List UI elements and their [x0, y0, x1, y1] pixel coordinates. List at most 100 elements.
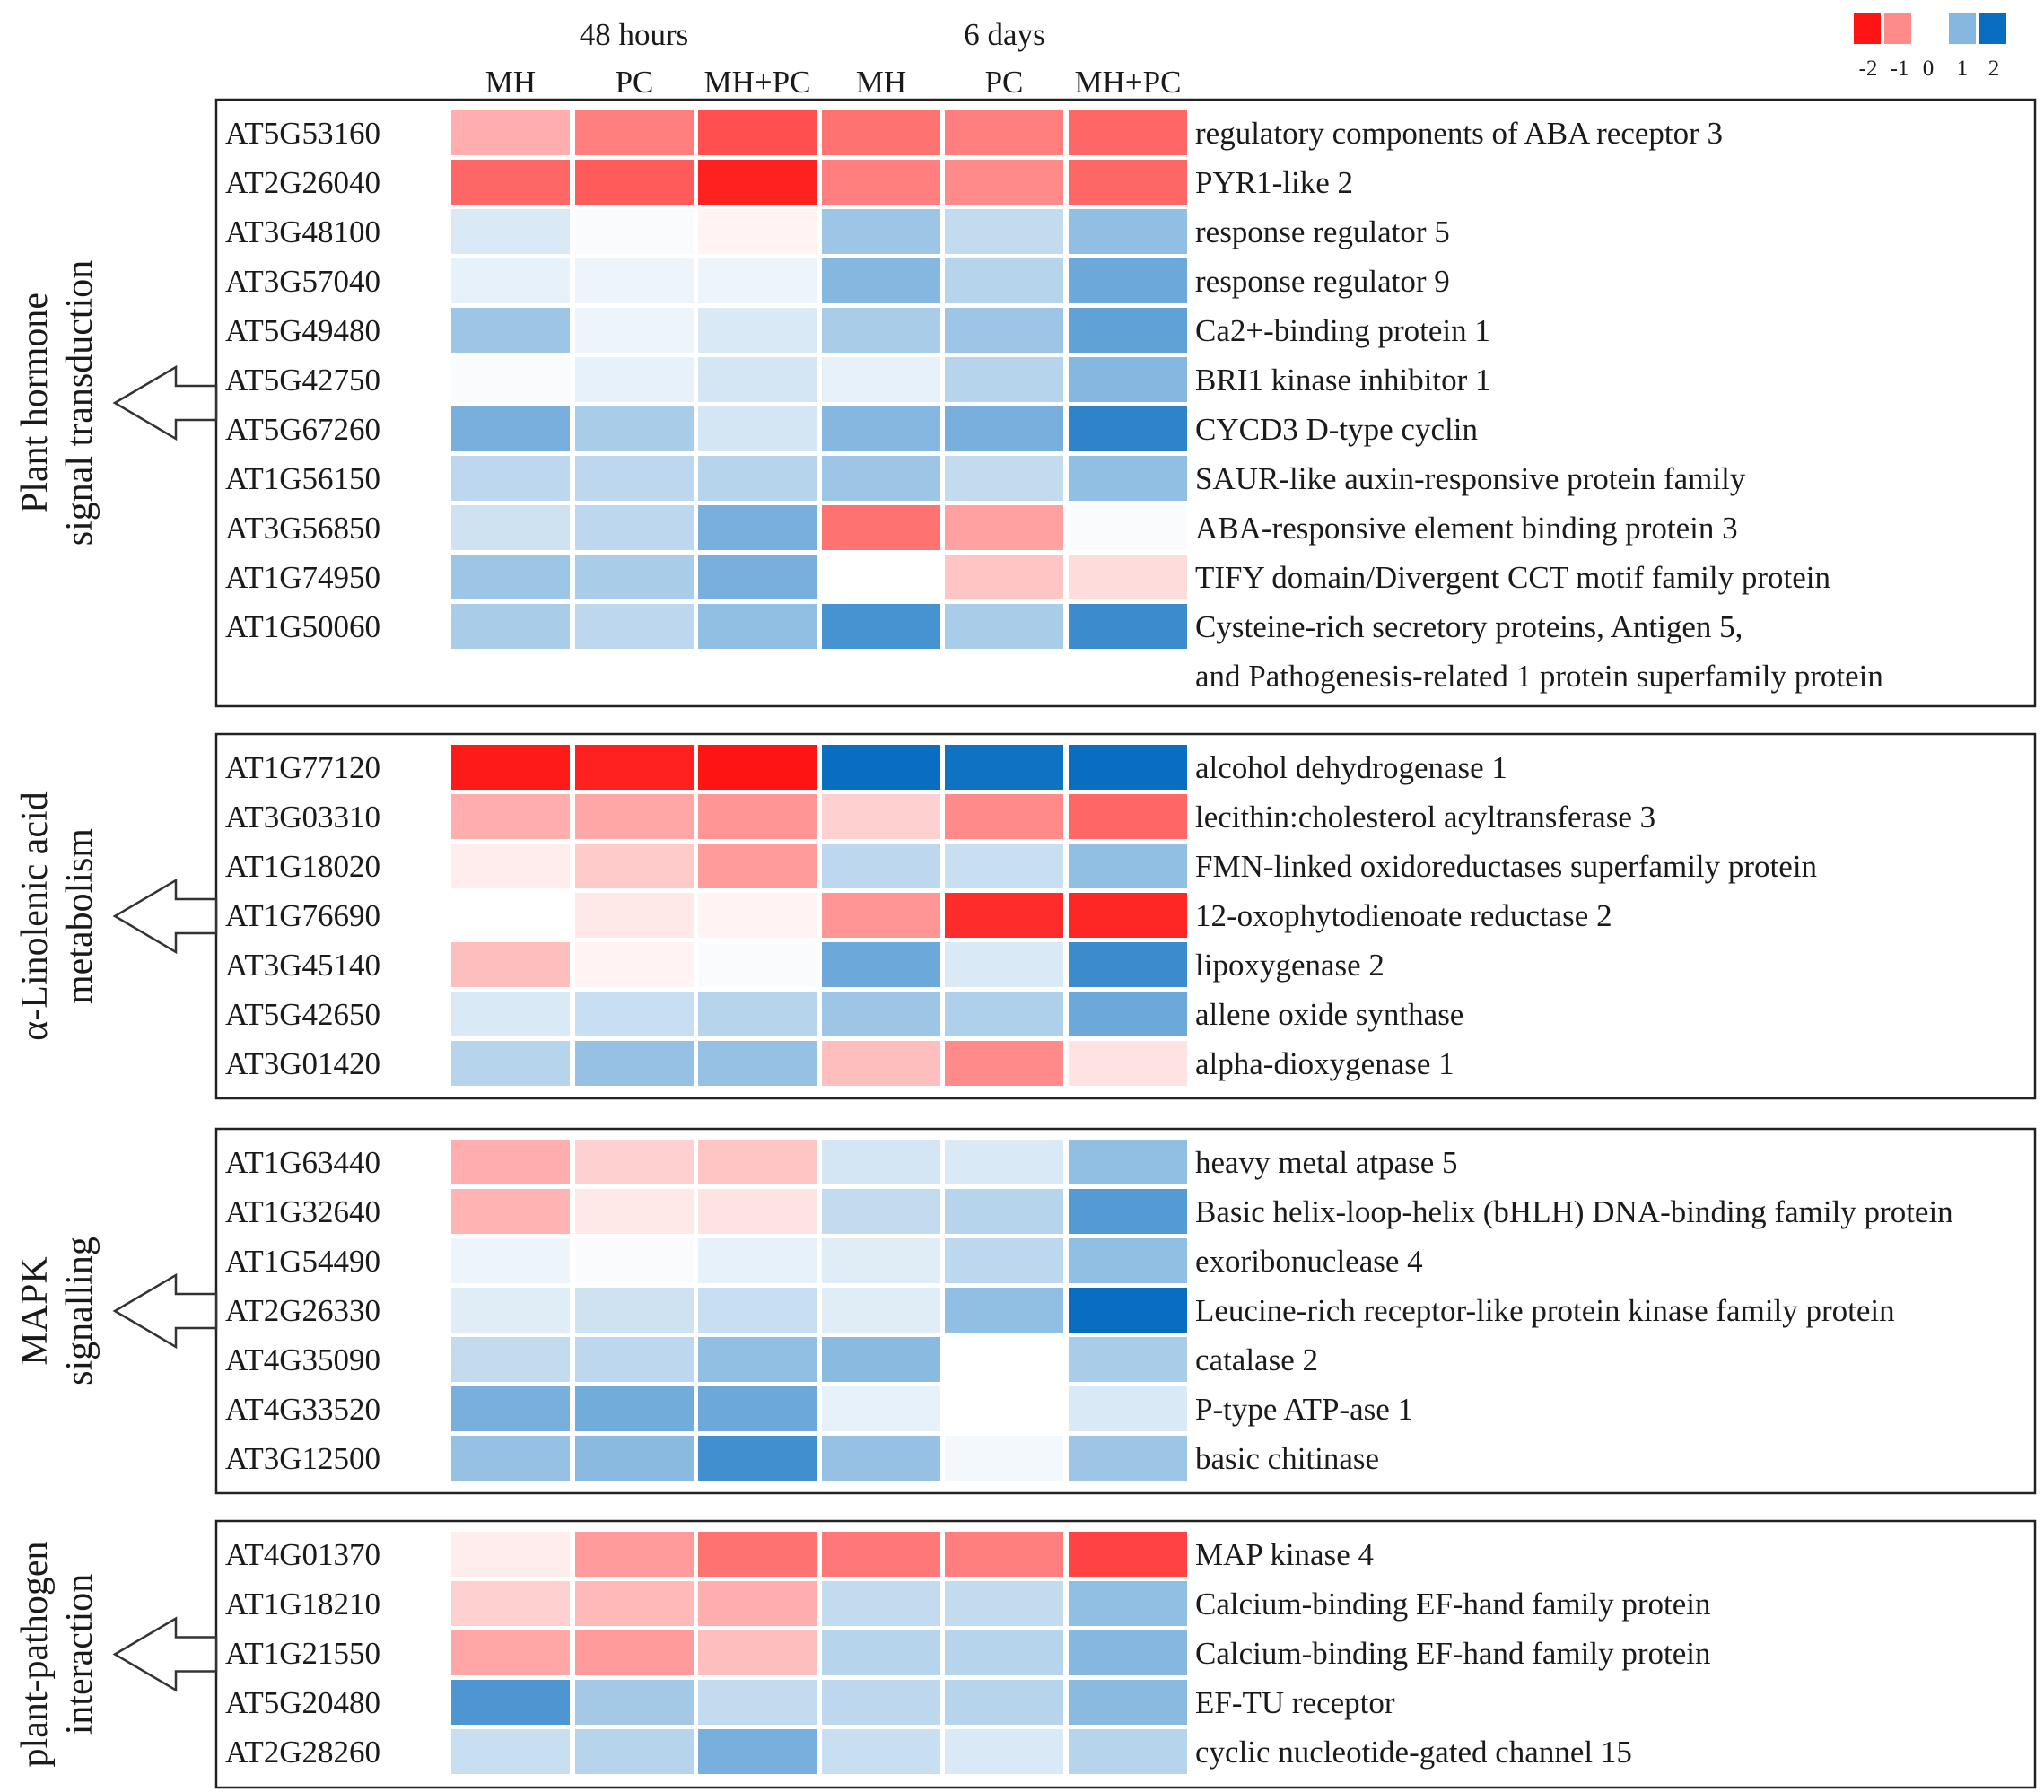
- heatmap-cell: [575, 1532, 694, 1577]
- gene-id: AT5G49480: [225, 313, 380, 348]
- gene-id: AT1G18210: [225, 1587, 380, 1622]
- section-label: interaction: [59, 1574, 100, 1735]
- legend-swatch: [1979, 13, 2006, 44]
- heatmap-cell: [822, 992, 940, 1036]
- gene-description: response regulator 9: [1195, 264, 1450, 299]
- heatmap-cell: [945, 844, 1063, 888]
- heatmap-cell: [698, 745, 817, 790]
- heatmap-cell: [451, 308, 570, 353]
- heatmap-cell: [575, 794, 694, 839]
- legend-swatch: [1949, 13, 1976, 44]
- heatmap-cell: [1069, 1386, 1187, 1431]
- heatmap-cell: [1069, 110, 1187, 155]
- gene-id: AT5G42750: [225, 363, 380, 398]
- heatmap-cell: [945, 110, 1063, 155]
- heatmap-cell: [945, 160, 1063, 205]
- heatmap-cell: [451, 357, 570, 402]
- heatmap-cell: [698, 456, 817, 501]
- heatmap-cell: [822, 110, 940, 155]
- heatmap-cell: [575, 992, 694, 1036]
- gene-id: AT4G01370: [225, 1537, 380, 1572]
- heatmap-cell: [575, 258, 694, 303]
- heatmap-cell: [451, 1729, 570, 1774]
- legend-tick-label: 1: [1957, 57, 1969, 81]
- gene-id: AT5G20480: [225, 1685, 380, 1720]
- heatmap-cell: [698, 1581, 817, 1626]
- heatmap-cell: [822, 1140, 940, 1184]
- heatmap-cell: [1069, 456, 1187, 501]
- heatmap-cell: [698, 209, 817, 254]
- heatmap-cell: [575, 1189, 694, 1234]
- heatmap-cell: [575, 1630, 694, 1675]
- heatmap-cell: [945, 745, 1063, 790]
- heatmap-cell: [575, 1337, 694, 1382]
- heatmap-cell: [822, 1189, 940, 1234]
- heatmap-cell: [451, 209, 570, 254]
- heatmap-cell: [698, 794, 817, 839]
- heatmap-cell: [451, 1630, 570, 1675]
- heatmap-cell: [575, 1386, 694, 1431]
- heatmap-cell: [822, 604, 940, 649]
- gene-id: AT2G26330: [225, 1293, 380, 1328]
- heatmap-cell: [1069, 406, 1187, 451]
- heatmap-cell: [822, 1532, 940, 1577]
- heatmap-cell: [698, 942, 817, 987]
- gene-description: lipoxygenase 2: [1195, 948, 1385, 983]
- heatmap-cell: [945, 258, 1063, 303]
- heatmap-cell: [698, 505, 817, 550]
- heatmap-cell: [451, 1436, 570, 1481]
- heatmap-cell: [945, 1729, 1063, 1774]
- heatmap-cell: [945, 893, 1063, 938]
- heatmap-cell: [822, 1581, 940, 1626]
- heatmap-cell: [1069, 1140, 1187, 1184]
- gene-id: AT1G63440: [225, 1145, 380, 1180]
- section-arrow: [112, 364, 218, 441]
- heatmap-cell: [451, 456, 570, 501]
- heatmap-cell: [698, 604, 817, 649]
- heatmap-cell: [575, 942, 694, 987]
- legend-tick-label: -1: [1891, 57, 1909, 81]
- column-header: MH: [485, 65, 536, 100]
- gene-description: cyclic nucleotide-gated channel 15: [1195, 1735, 1632, 1770]
- heatmap-cell: [822, 942, 940, 987]
- section-label: signal transduction: [59, 260, 100, 546]
- heatmap-cell: [945, 555, 1063, 599]
- gene-description: Calcium-binding EF-hand family protein: [1195, 1587, 1710, 1622]
- heatmap-cell: [575, 1581, 694, 1626]
- gene-id: AT3G56850: [225, 511, 380, 546]
- heatmap-cell: [575, 110, 694, 155]
- heatmap-cell: [451, 1532, 570, 1577]
- heatmap-cell: [945, 1581, 1063, 1626]
- gene-id: AT4G35090: [225, 1342, 380, 1377]
- section-arrow: [112, 1272, 218, 1350]
- heatmap-cell: [1069, 1680, 1187, 1725]
- gene-id: AT1G50060: [225, 609, 380, 644]
- gene-description: catalase 2: [1195, 1342, 1318, 1377]
- column-header: PC: [616, 65, 654, 100]
- heatmap-cell: [945, 357, 1063, 402]
- heatmap-cell: [575, 604, 694, 649]
- heatmap-cell: [945, 1386, 1063, 1431]
- heatmap-cell: [698, 1386, 817, 1431]
- heatmap-cell: [451, 942, 570, 987]
- heatmap-cell: [1069, 942, 1187, 987]
- heatmap-cell: [451, 1041, 570, 1086]
- gene-id: AT1G18020: [225, 849, 380, 884]
- heatmap-cell: [822, 1729, 940, 1774]
- heatmap-cell: [945, 308, 1063, 353]
- gene-description: P-type ATP-ase 1: [1195, 1392, 1413, 1427]
- heatmap-cell: [698, 406, 817, 451]
- heatmap-cell: [575, 1288, 694, 1333]
- heatmap-cell: [1069, 209, 1187, 254]
- heatmap-cell: [698, 1337, 817, 1382]
- gene-id: AT1G77120: [225, 750, 380, 785]
- legend-tick-label: 2: [1988, 57, 2000, 81]
- gene-description: BRI1 kinase inhibitor 1: [1195, 363, 1491, 398]
- heatmap-cell: [575, 456, 694, 501]
- heatmap-cell: [451, 745, 570, 790]
- heatmap-cell: [822, 1238, 940, 1283]
- section-label: Plant hormone: [14, 293, 56, 513]
- heatmap-cell: [451, 258, 570, 303]
- heatmap-cell: [698, 1680, 817, 1725]
- heatmap-cell: [945, 604, 1063, 649]
